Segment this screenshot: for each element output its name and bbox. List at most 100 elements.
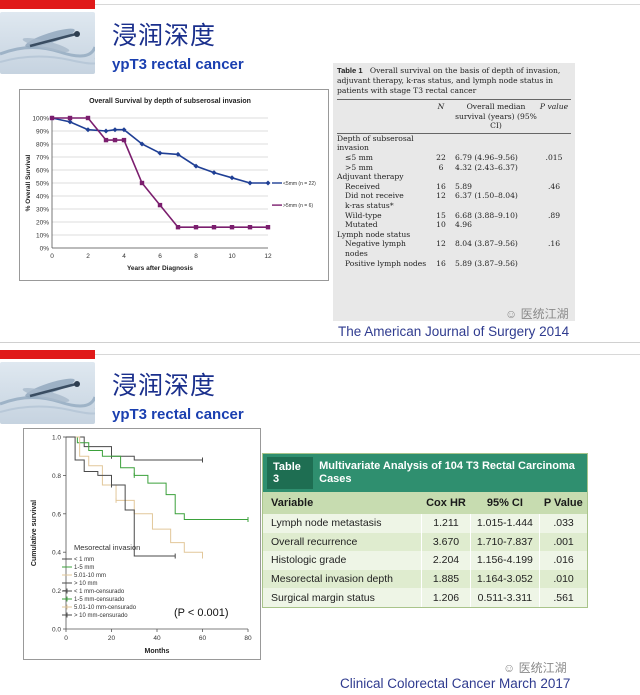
table-1-caption: Table 1 Overall survival on the basis of… [337,66,571,96]
slide-top-rule [95,4,640,5]
wechat-icon: ☺ [503,661,516,675]
y-tick-label: 70% [36,155,49,162]
table-1-cell: 4.32 (2.43–6.37) [455,162,518,172]
y-tick-label: 0.6 [52,511,61,518]
data-point [247,180,253,186]
table-1-row: Depth of subserosal invasion [337,133,571,153]
table-1-cell [455,133,537,153]
watermark: ☺ 医统江湖 [505,305,569,322]
slide-1: 浸润深度 ypT3 rectal cancer Overall Survival… [0,0,640,343]
slide-2: 浸润深度 ypT3 rectal cancer 0.0 0.2 0.4 0.6 0.8 1… [0,350,640,695]
survival-curve [66,436,248,521]
data-point [67,115,73,121]
table-3-body: Lymph node metastasis 1.211 1.015-1.444.03… [263,514,587,607]
data-point [112,127,118,133]
table-1-cell: Negative lymph nodes [345,239,406,258]
table-1-cell: Wild-type [345,210,382,220]
data-point [229,175,235,181]
table-1-row: Mutated 10 4.96 [337,220,571,230]
x-axis-label: Months [145,648,170,655]
table-1-cell: 12 [436,239,446,249]
table-1-cell: Mutated [345,220,378,230]
table-3: Table 3 Multivariate Analysis of 104 T3 … [262,453,588,608]
y-axis-label: Cumulative survival [31,500,38,566]
table-3-cell: 1.885 [421,569,471,589]
data-point [157,150,163,156]
x-tick-label: 60 [199,635,207,642]
y-tick-label: 0.4 [52,550,61,557]
legend-label: > 10 mm [74,581,98,587]
table-1-cell: >5 mm [345,162,374,172]
table-1-cell: Positive lymph nodes [345,258,427,268]
table-3-row: Mesorectal invasion depth 1.885 1.164-3.05… [263,569,587,589]
data-point [247,225,253,230]
table-3-cell: 1.206 [421,588,471,607]
table-3-cell: 1.710-7.837 [469,532,540,552]
table-1-cell: k-ras status* [345,200,394,210]
table-3-row: Surgical margin status 1.206 0.511-3.311.5… [263,588,587,607]
y-tick-label: 50% [36,181,49,188]
survival-chart-2-svg: 0.0 0.2 0.4 0.6 0.8 1.0 0 20 40 60 80 Months Cumulat… [31,435,252,656]
data-point [85,115,91,121]
table-3-cell: Lymph node metastasis [263,514,422,533]
legend-label: <5mm (n = 22) [283,181,316,187]
table-1-cell [427,172,455,182]
table-1-cell: 6 [438,162,444,172]
table-1-cell: Received [345,181,381,191]
table-1-cell: 16 [436,181,446,191]
table-3-header-row: Variable Cox HR 95% CI P Value [263,492,587,514]
y-tick-label: 100% [32,116,49,123]
slide-accent-bar [0,350,95,359]
legend-label: >5mm (n = 6) [283,203,313,209]
table-1-row: >5 mm 6 4.32 (2.43–6.37) [337,163,571,173]
survival-chart-1-svg: Overall Survival by depth of subserosal … [25,98,316,272]
table-1-cell: 10 [436,220,446,230]
y-tick-label: 90% [36,129,49,136]
x-tick-label: 40 [153,635,161,642]
table-3-caption: Multivariate Analysis of 104 T3 Rectal C… [319,460,575,485]
data-point [229,225,235,230]
table-1-body: Depth of subserosal invasion ≤5 mm 22 6.79 … [337,133,571,268]
data-point [175,151,181,157]
table-1-grid: N Overall median survival (years) (95% C… [337,99,571,268]
table-1-cell: 16 [436,258,446,268]
table-1-cell [537,201,571,211]
survival-chart-2: 0.0 0.2 0.4 0.6 0.8 1.0 0 20 40 60 80 Months Cumulat… [23,428,261,660]
table-3-row: Overall recurrence 3.670 1.710-7.837.001 [263,532,587,552]
table-3-header-band: Table 3 Multivariate Analysis of 104 T3 … [263,454,587,492]
table-3-cell: .010 [539,569,587,589]
table-1-cell: 8.04 (3.87–9.56) [455,239,518,249]
table-3-header-cell: 95% CI [470,492,540,514]
data-point [211,170,217,176]
table-3-cell: 2.204 [421,551,471,570]
y-tick-label: 10% [36,233,49,240]
table-1-row: Wild-type 15 6.68 (3.88–9.10) .89 [337,211,571,221]
table-3-row: Histologic grade 2.204 1.156-4.199.016 [263,551,587,570]
table-3-cell: 0.511-3.311 [469,588,540,607]
table-1-row: Received 16 5.89 .46 [337,182,571,192]
legend-label: 5.01-10 mm-censurado [74,605,137,611]
table-1-cell: 22 [436,152,446,162]
table-1-cell: .015 [545,152,563,162]
table-3-header-cell: Variable [263,492,422,514]
table-1-cell [537,220,571,230]
data-point [193,163,199,169]
y-tick-label: 20% [36,220,49,227]
table-1-header-cell: N [437,102,445,111]
x-tick-label: 0 [50,253,54,260]
p-value-annotation: (P < 0.001) [174,607,229,619]
data-point [193,225,199,230]
slide-accent-bar [0,0,95,9]
table-1-cell: 6.37 (1.50–8.04) [455,191,518,201]
data-point [139,141,145,147]
legend-label: < 1 mm [74,557,94,563]
data-point [265,180,271,186]
x-tick-label: 6 [158,253,162,260]
y-axis-label: % Overall Survival [25,154,32,211]
table-1-label: Table 1 [337,66,363,75]
table-3-cell: Mesorectal invasion depth [263,569,422,589]
table-1-header-cell [337,100,427,134]
table-1-cell: 12 [436,191,446,201]
table-1-cell: .46 [547,181,561,191]
x-axis-label: Years after Diagnosis [127,265,193,272]
